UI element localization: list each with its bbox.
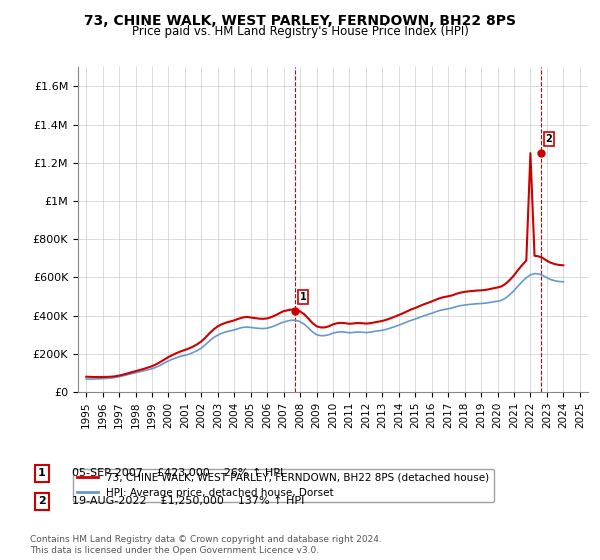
Text: 1: 1 xyxy=(299,292,307,302)
Text: Contains HM Land Registry data © Crown copyright and database right 2024.: Contains HM Land Registry data © Crown c… xyxy=(30,535,382,544)
Text: 05-SEP-2007    £423,000    26% ↑ HPI: 05-SEP-2007 £423,000 26% ↑ HPI xyxy=(72,468,283,478)
Text: Price paid vs. HM Land Registry's House Price Index (HPI): Price paid vs. HM Land Registry's House … xyxy=(131,25,469,38)
Text: 2: 2 xyxy=(38,496,46,506)
Legend: 73, CHINE WALK, WEST PARLEY, FERNDOWN, BH22 8PS (detached house), HPI: Average p: 73, CHINE WALK, WEST PARLEY, FERNDOWN, B… xyxy=(73,469,494,502)
Text: 1: 1 xyxy=(38,468,46,478)
Text: 19-AUG-2022    £1,250,000    137% ↑ HPI: 19-AUG-2022 £1,250,000 137% ↑ HPI xyxy=(72,496,304,506)
Text: 73, CHINE WALK, WEST PARLEY, FERNDOWN, BH22 8PS: 73, CHINE WALK, WEST PARLEY, FERNDOWN, B… xyxy=(84,14,516,28)
Text: This data is licensed under the Open Government Licence v3.0.: This data is licensed under the Open Gov… xyxy=(30,546,319,555)
Text: 2: 2 xyxy=(546,134,553,144)
